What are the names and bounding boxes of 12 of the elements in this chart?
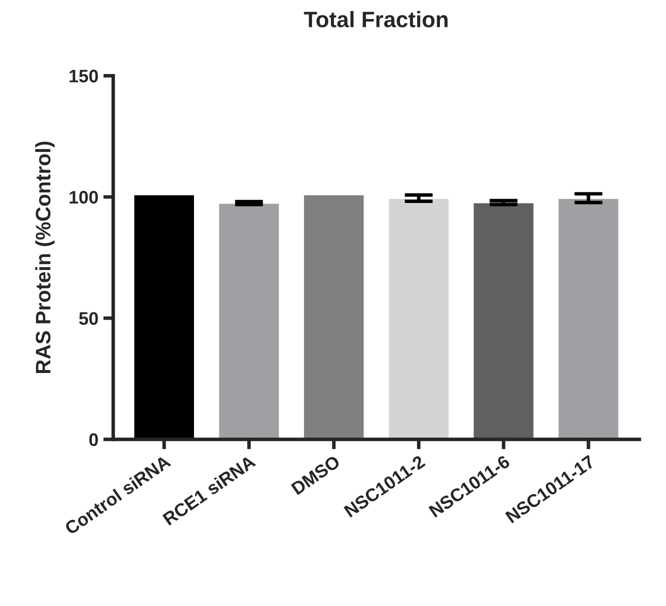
bar — [218, 202, 280, 440]
y-tick-label: 0 — [89, 433, 98, 446]
bar — [302, 194, 366, 440]
bar — [387, 197, 450, 440]
chart-title: Total Fraction — [304, 11, 448, 28]
bar — [472, 202, 535, 440]
y-tick-label: 150 — [70, 70, 98, 82]
y-tick-label: 100 — [70, 190, 98, 204]
y-tick-label: 50 — [79, 312, 98, 325]
bar — [132, 194, 196, 440]
bar — [557, 197, 620, 440]
y-axis-title: RAS Protein (%Control) — [35, 142, 55, 374]
